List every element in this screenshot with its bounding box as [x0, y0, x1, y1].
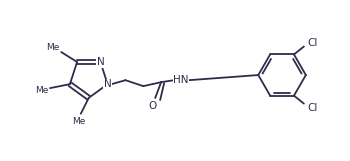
Text: Me: Me [72, 117, 85, 126]
Text: N: N [97, 57, 104, 67]
Text: Cl: Cl [308, 103, 318, 113]
Text: N: N [104, 79, 112, 89]
Text: Cl: Cl [308, 38, 318, 47]
Text: Me: Me [35, 86, 49, 95]
Text: O: O [148, 101, 156, 111]
Text: HN: HN [173, 75, 189, 85]
Text: Me: Me [47, 43, 60, 52]
